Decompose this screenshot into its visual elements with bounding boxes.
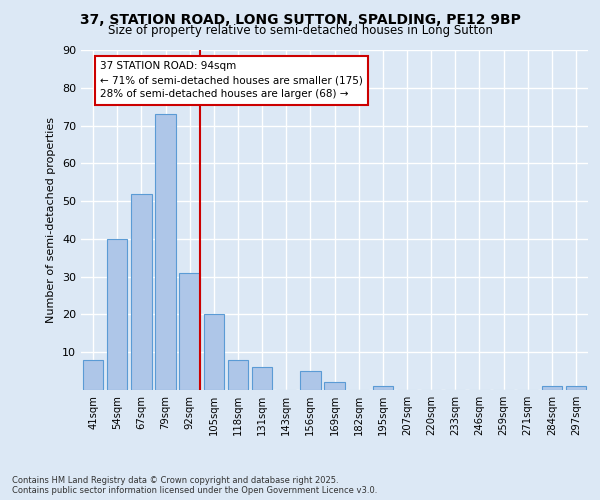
Y-axis label: Number of semi-detached properties: Number of semi-detached properties bbox=[46, 117, 56, 323]
Text: 37 STATION ROAD: 94sqm
← 71% of semi-detached houses are smaller (175)
28% of se: 37 STATION ROAD: 94sqm ← 71% of semi-det… bbox=[100, 62, 363, 100]
Bar bbox=[373, 386, 393, 390]
Bar bbox=[83, 360, 103, 390]
Text: Contains HM Land Registry data © Crown copyright and database right 2025.
Contai: Contains HM Land Registry data © Crown c… bbox=[12, 476, 377, 495]
Text: Size of property relative to semi-detached houses in Long Sutton: Size of property relative to semi-detach… bbox=[107, 24, 493, 37]
Bar bbox=[300, 371, 320, 390]
Bar bbox=[155, 114, 176, 390]
Bar bbox=[324, 382, 345, 390]
Bar bbox=[566, 386, 586, 390]
Bar bbox=[131, 194, 152, 390]
Bar bbox=[179, 273, 200, 390]
Bar bbox=[542, 386, 562, 390]
Bar bbox=[107, 239, 127, 390]
Bar bbox=[252, 368, 272, 390]
Bar bbox=[203, 314, 224, 390]
Bar bbox=[227, 360, 248, 390]
Text: 37, STATION ROAD, LONG SUTTON, SPALDING, PE12 9BP: 37, STATION ROAD, LONG SUTTON, SPALDING,… bbox=[80, 12, 520, 26]
